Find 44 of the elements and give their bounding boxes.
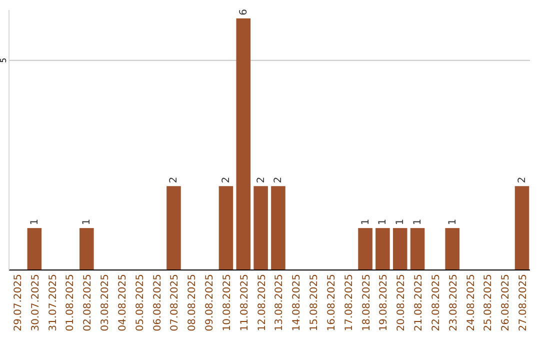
y-tick-label: 5 bbox=[0, 58, 8, 63]
x-tick-label: 31.07.2025 bbox=[48, 274, 59, 332]
data-label: 2 bbox=[516, 176, 528, 184]
x-tick-label: 30.07.2025 bbox=[30, 274, 42, 332]
x-tick-label: 13.08.2025 bbox=[274, 274, 286, 332]
x-tick-label: 24.08.2025 bbox=[466, 274, 477, 332]
x-tick-label: 25.08.2025 bbox=[483, 274, 494, 332]
data-label: 1 bbox=[360, 218, 372, 226]
data-label: 1 bbox=[395, 218, 406, 226]
x-tick-label: 02.08.2025 bbox=[82, 274, 94, 332]
data-label: 1 bbox=[447, 218, 458, 226]
x-tick-label: 23.08.2025 bbox=[448, 274, 460, 332]
x-tick-label: 21.08.2025 bbox=[414, 274, 425, 332]
data-label: 1 bbox=[82, 218, 93, 226]
x-tick-label: 10.08.2025 bbox=[222, 274, 233, 332]
x-tick-label: 22.08.2025 bbox=[430, 274, 442, 332]
x-tick-label: 08.08.2025 bbox=[187, 274, 198, 332]
x-tick-label: 05.08.2025 bbox=[134, 274, 146, 332]
data-label: 1 bbox=[378, 218, 389, 226]
data-label: 1 bbox=[412, 218, 424, 226]
x-tick-label: 17.08.2025 bbox=[344, 274, 355, 332]
x-tick-label: 14.08.2025 bbox=[292, 274, 303, 332]
x-tick-label: 19.08.2025 bbox=[378, 274, 390, 332]
data-label: 2 bbox=[220, 176, 232, 184]
x-tick-label: 16.08.2025 bbox=[326, 274, 338, 332]
x-tick-label: 15.08.2025 bbox=[309, 274, 320, 332]
x-tick-label: 27.08.2025 bbox=[518, 274, 529, 332]
x-tick-label: 09.08.2025 bbox=[204, 274, 216, 332]
x-tick-label: 04.08.2025 bbox=[117, 274, 128, 332]
x-tick-label: 03.08.2025 bbox=[100, 274, 112, 332]
x-tick-label: 07.08.2025 bbox=[170, 274, 181, 332]
x-tick-label: 18.08.2025 bbox=[361, 274, 372, 332]
data-label: 6 bbox=[238, 9, 250, 16]
data-label: 2 bbox=[168, 176, 180, 184]
data-label: 2 bbox=[273, 176, 284, 184]
x-tick-label: 26.08.2025 bbox=[500, 274, 512, 332]
data-label: 2 bbox=[256, 176, 267, 184]
x-tick-label: 12.08.2025 bbox=[256, 274, 268, 332]
x-tick-label: 01.08.2025 bbox=[65, 274, 76, 332]
x-tick-label: 11.08.2025 bbox=[239, 274, 250, 332]
x-tick-label: 29.07.2025 bbox=[13, 274, 24, 332]
x-tick-label: 20.08.2025 bbox=[396, 274, 408, 332]
data-label: 1 bbox=[29, 218, 40, 226]
x-tick-label: 06.08.2025 bbox=[152, 274, 164, 332]
